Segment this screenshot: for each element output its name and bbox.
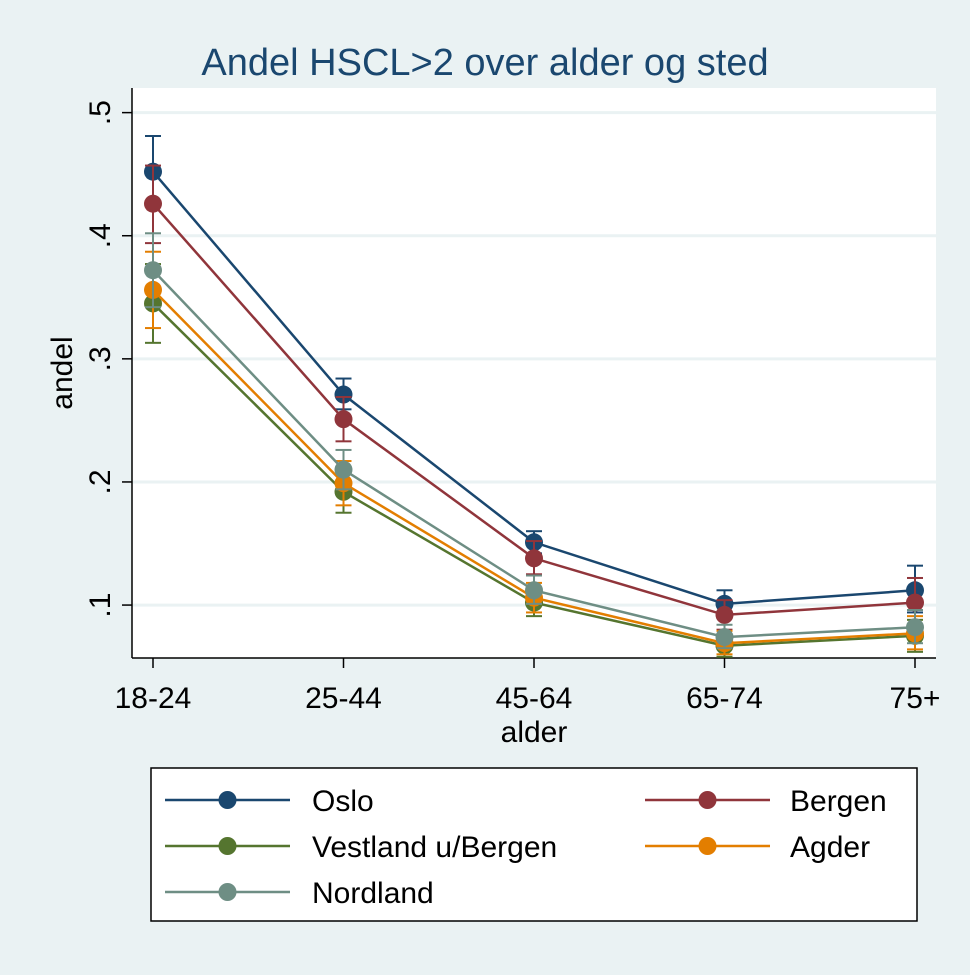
legend-swatch-marker [218, 837, 237, 855]
y-tick-label: .2 [84, 469, 117, 494]
chart-title: Andel HSCL>2 over alder og sted [201, 42, 768, 84]
y-tick-label: .4 [84, 223, 117, 248]
legend-swatch-marker [218, 791, 237, 809]
data-point [144, 261, 162, 280]
data-point [525, 581, 543, 600]
legend-item: Vestland u/Bergen [165, 831, 557, 864]
legend: Oslo Bergen Vestland u/Bergen Agder Nordland [165, 785, 887, 910]
data-point [715, 605, 734, 624]
data-point [715, 628, 734, 647]
data-point [334, 460, 353, 479]
data-point [525, 549, 543, 568]
y-tick-label: .5 [84, 100, 117, 125]
data-point [334, 410, 353, 429]
data-point [334, 385, 353, 404]
legend-swatch-marker [218, 883, 237, 901]
legend-label: Nordland [312, 877, 434, 910]
data-point [906, 618, 924, 637]
series-bergen [144, 164, 924, 631]
legend-item: Nordland [165, 877, 434, 910]
x-tick-label: 75+ [890, 682, 941, 715]
series-layer [144, 135, 924, 658]
legend-swatch-marker [698, 791, 717, 809]
data-point [906, 593, 924, 612]
x-axis-ticks: 18-24 25-44 45-64 65-74 75+ [115, 658, 941, 715]
series-nordland [144, 232, 924, 650]
y-axis-ticks: .1 .2 .3 .4 .5 [84, 100, 132, 618]
x-tick-label: 65-74 [686, 682, 763, 715]
legend-swatch-marker [698, 837, 717, 855]
legend-label: Vestland u/Bergen [312, 831, 557, 864]
legend-item: Bergen [645, 785, 887, 818]
x-axis-label: alder [501, 716, 568, 749]
x-tick-label: 45-64 [496, 682, 573, 715]
data-point [144, 194, 162, 213]
legend-item: Agder [645, 831, 870, 864]
y-tick-label: .1 [84, 593, 117, 618]
legend-item: Oslo [165, 785, 374, 818]
y-axis-label: andel [46, 336, 79, 409]
legend-label: Agder [790, 831, 870, 864]
legend-label: Bergen [790, 785, 887, 818]
y-tick-label: .3 [84, 346, 117, 371]
legend-box [150, 767, 918, 922]
legend-label: Oslo [312, 785, 374, 818]
x-tick-label: 18-24 [115, 682, 192, 715]
x-tick-label: 25-44 [305, 682, 382, 715]
